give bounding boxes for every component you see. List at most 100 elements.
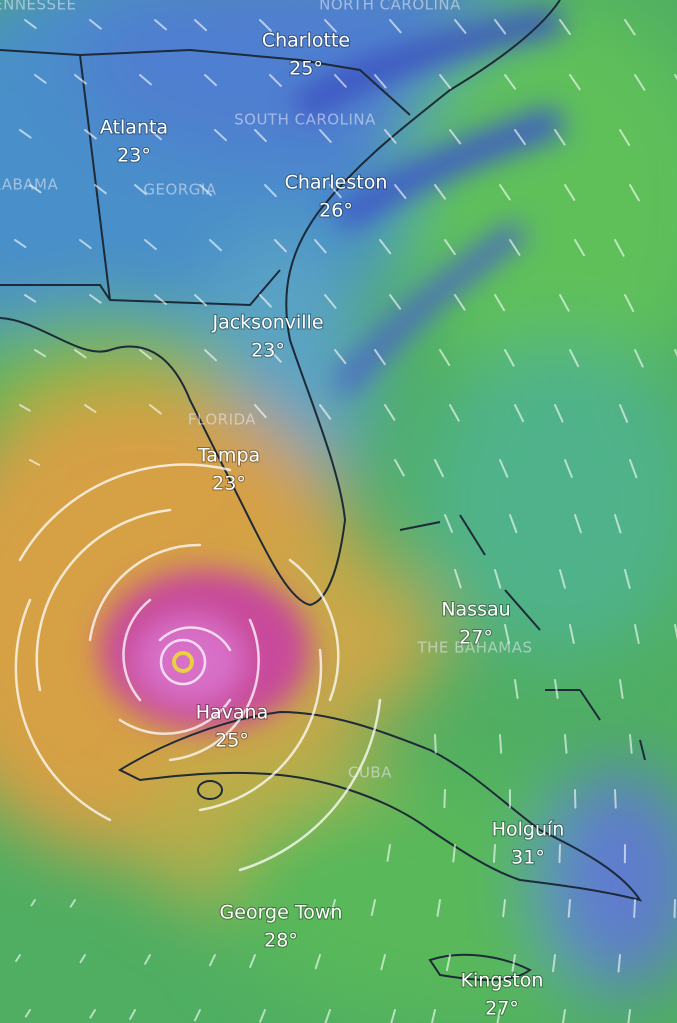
wind-streaks-field [14,19,677,1023]
wind-streak [394,459,405,477]
city-temperature: 23° [212,473,246,495]
wind-streak [619,129,631,147]
city-name: George Town [220,902,343,924]
city-temperature: 31° [511,847,545,869]
city-temperature: 26° [319,200,353,222]
wind-streak [504,74,517,90]
region-label: GEORGIA [143,181,216,199]
wind-streak [204,74,217,87]
wind-streak [324,294,337,309]
wind-streak [564,184,576,201]
wind-streak [259,294,272,308]
wind-streak [617,954,621,973]
wind-streak [634,74,646,91]
wind-streak [574,239,586,257]
wind-streak [444,239,456,256]
wind-streak [629,184,640,202]
wind-streak [139,74,152,86]
wind-streak [24,1009,31,1018]
region-label: TENNESSEE [0,0,77,14]
wind-streak [454,294,466,311]
wind-streak [449,129,462,145]
wind-streak [436,899,441,917]
wind-streak [386,844,391,862]
wind-streak [499,459,509,478]
city-temperature: 23° [117,145,151,167]
wind-streak [558,844,561,864]
wind-streak [324,1009,331,1023]
wind-streak [559,19,571,36]
wind-streak [319,129,332,143]
wind-streak [249,954,256,968]
wind-streak [504,349,515,367]
region-label: THE BAHAMAS [416,639,532,657]
wind-streak [559,294,570,312]
city-name: Holguín [492,819,565,841]
wind-streak [634,624,640,644]
wind-streak [194,294,207,307]
wind-streak [444,514,454,533]
wind-streak [509,514,518,534]
wind-streak [434,734,437,754]
wind-streak [144,239,157,251]
city-name: Charlotte [262,30,350,52]
wind-streak [209,954,216,967]
wind-streak [29,184,42,194]
wind-streak [129,1009,136,1020]
wind-streak [334,74,347,88]
city-name: Nassau [441,599,510,621]
wind-streak [154,294,167,305]
wind-streak [314,239,327,254]
wind-streak [24,19,37,29]
wind-streak [84,404,97,413]
wind-streak [439,74,452,90]
wind-streak [379,239,392,255]
wind-streak [554,679,559,699]
wind-streak [269,349,282,363]
city-temperature: 23° [251,340,285,362]
wind-streak [69,899,76,908]
wind-streak [514,679,519,699]
city-name: Kingston [461,970,544,992]
wind-streak [314,954,321,970]
wind-streak [209,239,222,252]
wind-streak [439,349,451,367]
wind-streak [134,184,147,196]
wind-streak [509,239,521,256]
wind-streak [79,954,86,964]
wind-streak [633,899,636,919]
city-name: Havana [196,702,269,724]
wind-streak [154,19,167,31]
wind-streak [74,74,87,85]
city-temperature: 27° [485,998,519,1020]
wind-streak [492,844,496,863]
wind-streak [149,129,162,141]
city-temperature: 25° [215,730,249,752]
wind-streak [569,624,575,644]
wind-streak [619,679,624,699]
wind-streak [561,1009,566,1023]
wind-streak [514,404,525,423]
wind-streak [504,624,510,644]
wind-streak [629,459,638,479]
wind-streak [614,514,622,534]
city-name: Atlanta [100,117,168,139]
wind-streak [194,19,207,32]
wind-streak [494,19,507,35]
city-name: Tampa [197,445,260,467]
wind-streak [494,569,502,589]
city-name: Jacksonville [211,312,323,334]
wind-streak [374,74,387,89]
wind-streak [259,1009,266,1023]
wind-streak [394,184,407,199]
wind-streak [390,1009,396,1023]
wind-streak [434,459,445,478]
wind-streak [374,349,386,366]
wind-streak [334,349,347,365]
wind-streak [499,734,503,754]
wind-streak [34,74,47,84]
region-label: SOUTH CAROLINA [234,111,376,129]
